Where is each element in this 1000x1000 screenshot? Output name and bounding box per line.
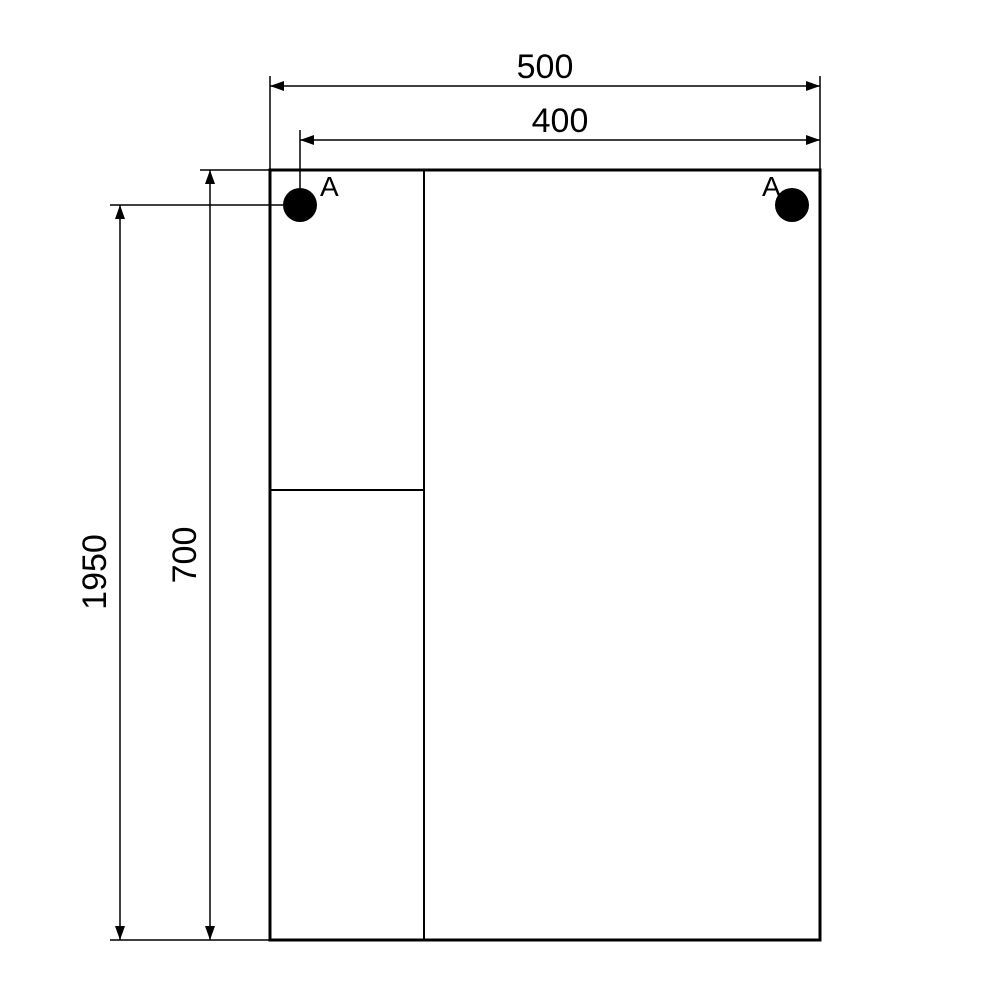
dimension-400-label: 400 <box>532 102 589 140</box>
outer-rect <box>270 170 820 940</box>
dimension-400: 400 <box>300 102 820 188</box>
technical-drawing: A A 500 400 700 <box>0 0 1000 1000</box>
hole-left-icon <box>283 188 317 222</box>
dimension-1950-label: 1950 <box>76 534 114 610</box>
hole-right-label: A <box>762 171 781 202</box>
dimension-700: 700 <box>110 170 270 940</box>
dimension-500-label: 500 <box>517 48 574 86</box>
dimension-700-label: 700 <box>166 527 204 584</box>
hole-left-label: A <box>320 171 339 202</box>
